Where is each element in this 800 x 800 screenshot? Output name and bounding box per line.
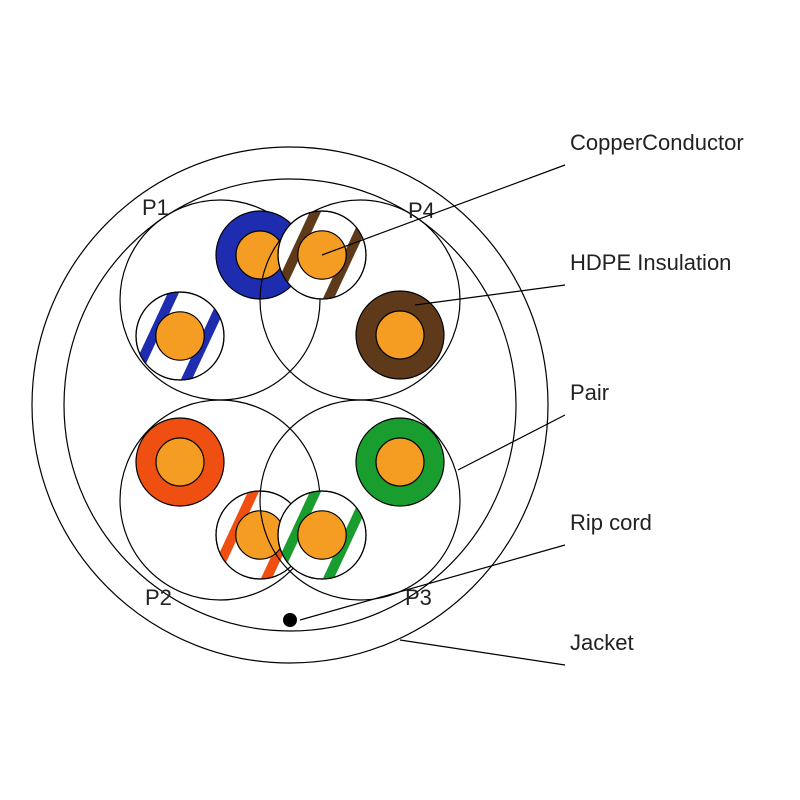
background [0, 0, 800, 800]
callout-copper: CopperConductor [570, 130, 744, 155]
P1-striped-conductor [156, 312, 204, 360]
callout-pair: Pair [570, 380, 609, 405]
P1-solid-conductor [236, 231, 284, 279]
P3-striped-conductor [298, 511, 346, 559]
callout-jacket: Jacket [570, 630, 634, 655]
P3-solid-conductor [376, 438, 424, 486]
P2-striped-conductor [236, 511, 284, 559]
P4-solid-conductor [376, 311, 424, 359]
pair-label-P1: P1 [142, 195, 169, 220]
pair-label-P4: P4 [408, 198, 435, 223]
callout-hdpe: HDPE Insulation [570, 250, 731, 275]
pair-label-P2: P2 [145, 585, 172, 610]
cable-cross-section-diagram: P1P4P2P3CopperConductorHDPE InsulationPa… [0, 0, 800, 800]
rip-cord-dot [283, 613, 297, 627]
callout-ripcord: Rip cord [570, 510, 652, 535]
P2-solid-conductor [156, 438, 204, 486]
